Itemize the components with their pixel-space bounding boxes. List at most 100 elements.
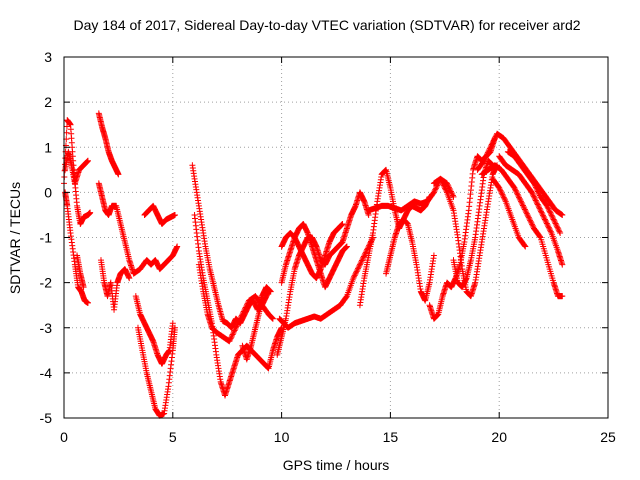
data-point	[534, 201, 541, 208]
series-s14	[239, 288, 272, 363]
data-point	[353, 268, 360, 275]
data-point	[551, 219, 558, 226]
data-point	[227, 335, 234, 342]
data-point	[534, 200, 541, 207]
y-tick-label: 3	[44, 49, 52, 65]
data-point	[433, 183, 440, 190]
data-point	[521, 242, 528, 249]
series-s2	[62, 148, 91, 187]
data-point	[555, 225, 562, 232]
data-point	[432, 185, 439, 192]
series-s29	[504, 148, 564, 236]
data-point	[523, 209, 530, 216]
data-point	[430, 189, 437, 196]
series-s8	[132, 293, 176, 367]
data-point	[226, 338, 233, 345]
data-point	[535, 189, 542, 196]
data-point	[169, 320, 176, 327]
data-point	[530, 193, 537, 200]
data-point	[343, 294, 350, 301]
data-point	[350, 275, 357, 282]
grid	[64, 57, 608, 418]
data-point	[541, 215, 548, 222]
y-tick-label: -4	[40, 365, 53, 381]
data-point	[499, 191, 506, 198]
data-point	[450, 193, 457, 200]
data-point	[541, 216, 548, 223]
data-point	[492, 134, 499, 141]
data-point	[437, 175, 444, 182]
data-point	[557, 229, 564, 236]
x-tick-label: 15	[383, 429, 399, 445]
data-point	[126, 275, 133, 282]
data-point	[559, 211, 566, 218]
data-point	[518, 199, 525, 206]
data-point	[482, 155, 489, 162]
data-point	[529, 222, 536, 229]
series-s21	[383, 216, 437, 304]
data-point	[527, 217, 534, 224]
data-point	[237, 315, 244, 322]
x-axis-label: GPS time / hours	[283, 457, 390, 473]
data-point	[522, 207, 529, 214]
data-point	[545, 224, 552, 231]
data-point	[84, 299, 91, 306]
data-point	[487, 144, 494, 151]
data-point	[356, 261, 363, 268]
data-point	[489, 140, 496, 147]
data-point	[500, 194, 507, 201]
series-s18	[278, 220, 346, 282]
data-point	[227, 336, 234, 343]
data-point	[556, 228, 563, 235]
data-point	[559, 293, 566, 300]
data-point	[486, 145, 493, 152]
data-point	[514, 191, 521, 198]
data-point	[269, 315, 276, 322]
data-point	[535, 202, 542, 209]
data-point	[542, 217, 549, 224]
data-point	[543, 220, 550, 227]
data-point	[63, 129, 70, 136]
data-point	[519, 202, 526, 209]
data-point	[496, 184, 503, 191]
x-tick-label: 20	[491, 429, 507, 445]
data-point	[546, 225, 553, 232]
series-s4	[74, 252, 87, 291]
data-point	[233, 323, 240, 330]
data-point	[521, 206, 528, 213]
data-point	[230, 330, 237, 337]
x-tick-label: 5	[169, 429, 177, 445]
data-point	[523, 210, 530, 217]
data-point	[115, 171, 122, 178]
data-point	[498, 190, 505, 197]
x-axis-ticks: 0 5 10 15 20 25	[60, 57, 616, 445]
data-point	[440, 181, 447, 188]
data-point	[354, 266, 361, 273]
data-point	[229, 331, 236, 338]
y-tick-label: 1	[44, 139, 52, 155]
data-point	[488, 141, 495, 148]
data-point	[500, 192, 507, 199]
data-point	[228, 334, 235, 341]
data-point	[532, 184, 539, 191]
data-points	[61, 110, 566, 419]
data-point	[528, 189, 535, 196]
data-point	[63, 123, 70, 130]
data-point	[353, 269, 360, 276]
data-point	[540, 213, 547, 220]
data-point	[534, 188, 541, 195]
y-tick-label: -5	[40, 410, 53, 426]
data-point	[80, 284, 87, 291]
data-point	[230, 328, 237, 335]
x-tick-label: 25	[600, 429, 616, 445]
data-point	[483, 152, 490, 159]
data-point	[547, 209, 554, 216]
data-point	[547, 228, 554, 235]
data-point	[546, 208, 553, 215]
y-axis-label: SDTVAR / TECUs	[7, 182, 23, 294]
data-point	[351, 273, 358, 280]
x-tick-label: 0	[60, 429, 68, 445]
data-point	[360, 254, 367, 261]
y-tick-label: 2	[44, 94, 52, 110]
